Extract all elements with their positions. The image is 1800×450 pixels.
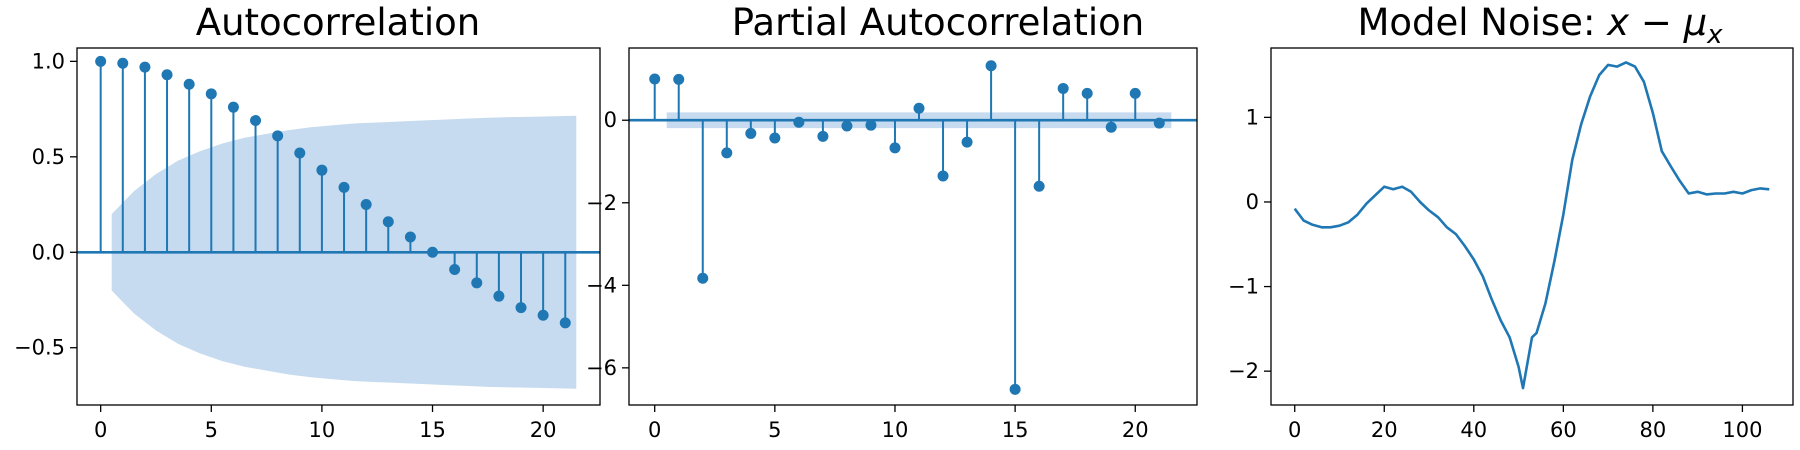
stem-marker [817, 130, 829, 142]
x-tick-label: 5 [205, 418, 218, 442]
pacf-plot: 0 5 10 15 20 −6 −4 −2 0 [586, 47, 1198, 442]
axes-frame [1270, 47, 1794, 406]
x-tick-label: 20 [1371, 418, 1398, 442]
stem-marker [1105, 121, 1117, 133]
stem-marker [515, 302, 527, 314]
stem-marker [427, 246, 439, 258]
stem-marker [673, 73, 685, 85]
stem-marker [161, 69, 173, 81]
stem-marker [205, 88, 217, 100]
stem-marker [1033, 180, 1045, 192]
model-noise-title-op: − [1629, 1, 1684, 44]
stem-marker [793, 116, 805, 128]
stem-marker [721, 147, 733, 159]
plot-area [77, 55, 600, 389]
x-tick-label: 20 [530, 418, 557, 442]
y-tick-label: −2 [1228, 359, 1259, 383]
stem-marker [985, 60, 997, 72]
y-tick-label: 1.0 [32, 49, 65, 73]
y-tick-label: 0 [1246, 190, 1259, 214]
stem-marker [294, 147, 306, 159]
stem-marker [865, 119, 877, 131]
stem-marker [493, 290, 505, 302]
stem-marker [937, 170, 949, 182]
stem-marker [95, 55, 107, 67]
noise-line [1293, 61, 1770, 390]
y-tick-label: 0 [604, 108, 617, 132]
y-tick-label: −2 [586, 191, 617, 215]
y-tick-label: −6 [586, 356, 617, 380]
stem-marker [913, 102, 925, 114]
stem-marker [697, 272, 709, 284]
y-tick-label: 1 [1246, 105, 1259, 129]
stem-marker [382, 216, 394, 228]
x-tick-label: 80 [1640, 418, 1667, 442]
stem-marker [1057, 82, 1069, 94]
stem-marker [1081, 87, 1093, 99]
x-tick-label: 60 [1550, 418, 1577, 442]
stem-marker [338, 181, 350, 193]
stem-marker [1129, 87, 1141, 99]
model-noise-plot: 0 20 40 60 80 100 −2 −1 0 1 [1228, 47, 1794, 442]
autocorrelation-panel: Autocorrelation 0 5 10 15 20 −0.5 0.0 0.5 1.0 [14, 1, 601, 442]
stem-marker [250, 115, 262, 127]
x-tick-label: 5 [768, 418, 781, 442]
y-tick-label: 0.5 [32, 145, 65, 169]
y-tick-label: −0.5 [14, 336, 65, 360]
x-tick-label: 0 [94, 418, 107, 442]
stem-marker [1153, 117, 1165, 129]
x-tick-label: 40 [1460, 418, 1487, 442]
model-noise-title-var: x [1606, 1, 1630, 44]
x-tick-label: 0 [1288, 418, 1301, 442]
stem-marker [537, 309, 549, 321]
stem-marker [227, 101, 239, 113]
autocorrelation-title: Autocorrelation [196, 1, 480, 44]
model-noise-title-mu: μ [1683, 1, 1708, 44]
model-noise-title-text: Model Noise: [1357, 1, 1607, 44]
x-tick-label: 10 [882, 418, 909, 442]
stem-marker [649, 73, 661, 85]
x-tick-label: 100 [1722, 418, 1762, 442]
stem-marker [559, 317, 571, 329]
stem-marker [841, 120, 853, 132]
stem-marker [183, 78, 195, 90]
plot-area [1293, 61, 1770, 390]
stem-marker [471, 277, 483, 289]
autocorrelation-plot: 0 5 10 15 20 −0.5 0.0 0.5 1.0 [14, 47, 601, 442]
x-tick-label: 20 [1122, 418, 1149, 442]
axes-frame [628, 47, 1198, 406]
x-tick-label: 0 [648, 418, 661, 442]
model-noise-title-subscript: x [1706, 20, 1723, 50]
y-tick-label: 0.0 [32, 240, 65, 264]
model-noise-panel: Model Noise: x − μx 0 20 40 60 80 100−2−101 [1228, 1, 1794, 442]
plot-area [629, 60, 1197, 395]
stem-marker [889, 142, 901, 154]
stem-marker [1009, 383, 1021, 395]
stem-marker [449, 263, 461, 275]
stem-marker [961, 136, 973, 148]
stem-marker [117, 57, 129, 69]
model-noise-title: Model Noise: x − μx [1357, 1, 1723, 50]
axes-frame [76, 47, 601, 406]
stem-marker [769, 132, 781, 144]
y-tick-label: −1 [1228, 275, 1259, 299]
pacf-title: Partial Autocorrelation [732, 1, 1144, 44]
stem-marker [316, 164, 328, 176]
stem-marker [745, 127, 757, 139]
stem-marker [139, 61, 151, 73]
x-tick-label: 15 [419, 418, 446, 442]
y-tick-label: −4 [586, 273, 617, 297]
pacf-panel: Partial Autocorrelation 0 5 10 15 20 −6 −4 −2 0 [586, 1, 1198, 442]
x-tick-label: 10 [309, 418, 336, 442]
stem-marker [360, 199, 372, 211]
stem-marker [272, 130, 284, 142]
x-tick-label: 15 [1002, 418, 1029, 442]
stem-marker [404, 231, 416, 243]
